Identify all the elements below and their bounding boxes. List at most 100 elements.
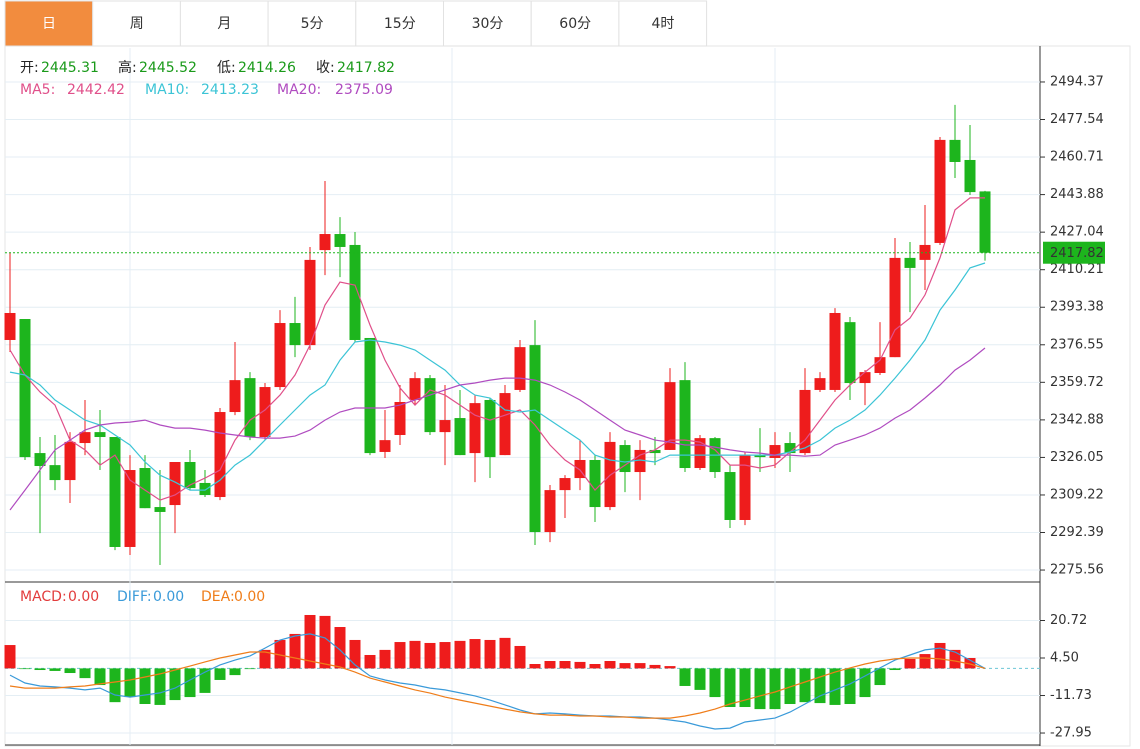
candle-body — [889, 257, 901, 358]
tab-label[interactable]: 周 — [130, 16, 144, 32]
candle-body — [844, 322, 856, 384]
macd-bar — [364, 654, 376, 669]
tab[interactable] — [267, 0, 357, 47]
macd-bar — [709, 668, 721, 698]
current-price-label: 2417.82 — [1050, 246, 1104, 261]
candle-body — [619, 445, 631, 473]
candle-body — [334, 234, 346, 247]
macd-bar — [454, 640, 466, 669]
candle-body — [589, 459, 601, 508]
candle-body — [274, 323, 286, 388]
candle-body — [319, 234, 331, 251]
legend-value: 0.00 — [68, 589, 99, 605]
legend-value: 2442.42 — [67, 82, 125, 98]
candle-body — [289, 323, 301, 346]
macd-bar — [859, 668, 871, 698]
macd-bar — [184, 668, 196, 698]
macd-bar — [169, 668, 181, 701]
readout-name: 收: — [316, 60, 335, 76]
y-tick-label: 2309.22 — [1050, 487, 1104, 502]
macd-bar — [289, 633, 301, 669]
candle-body — [649, 449, 661, 454]
macd-bar — [784, 668, 796, 705]
macd-bar — [259, 649, 271, 669]
macd-bar — [139, 668, 151, 705]
y-tick-label: 2427.04 — [1050, 225, 1104, 240]
candle-body — [754, 455, 766, 458]
candle-body — [724, 472, 736, 520]
macd-bar — [379, 649, 391, 669]
candle-body — [769, 445, 781, 458]
y-tick-label: 2393.38 — [1050, 300, 1104, 315]
macd-bar — [34, 668, 46, 671]
macd-bar — [19, 668, 31, 670]
macd-bar — [904, 658, 916, 669]
readout-name: 低: — [217, 60, 236, 76]
tab[interactable] — [618, 0, 708, 47]
y-tick-label: 4.50 — [1050, 650, 1079, 665]
macd-bar — [874, 668, 886, 686]
macd-bar — [424, 642, 436, 669]
candle-body — [19, 319, 31, 458]
candle-body — [784, 443, 796, 454]
macd-bar — [334, 627, 346, 669]
candle-body — [874, 357, 886, 373]
macd-bar — [319, 615, 331, 669]
candle-body — [409, 378, 421, 400]
macd-bar — [694, 668, 706, 690]
macd-bar — [964, 657, 976, 669]
y-tick-label: 20.72 — [1050, 613, 1087, 628]
macd-bar — [124, 668, 136, 698]
candle-body — [574, 459, 586, 479]
macd-bar — [214, 668, 226, 680]
candle-body — [304, 259, 316, 346]
macd-bar — [634, 663, 646, 669]
candle-body — [154, 507, 166, 512]
macd-line — [9, 633, 986, 730]
candle-body — [559, 478, 571, 491]
candle-body — [229, 380, 241, 413]
candle-body — [64, 441, 76, 481]
tab-label[interactable]: 4时 — [651, 16, 674, 32]
macd-bar — [394, 642, 406, 669]
macd-bar — [4, 645, 16, 669]
candle-body — [664, 382, 676, 450]
macd-bar — [469, 639, 481, 669]
macd-bar — [919, 654, 931, 669]
y-tick-label: 2443.88 — [1050, 187, 1104, 202]
macd-bar — [724, 668, 736, 708]
readout-name: 开: — [20, 60, 39, 76]
candle-body — [964, 159, 976, 193]
candle-body — [124, 470, 136, 547]
tab-label[interactable]: 月 — [217, 16, 231, 32]
tab[interactable] — [4, 0, 94, 47]
y-tick-label: 2359.72 — [1050, 375, 1104, 390]
macd-bar — [64, 668, 76, 674]
macd-bar — [499, 637, 511, 669]
candle-body — [544, 490, 556, 533]
macd-bar — [439, 642, 451, 669]
tab-label[interactable]: 15分 — [384, 16, 416, 32]
tab[interactable] — [355, 0, 444, 47]
macd-bar — [829, 668, 841, 705]
y-tick-label: 2477.54 — [1050, 112, 1104, 127]
macd-bar — [559, 661, 571, 669]
candle-body — [499, 393, 511, 456]
tab[interactable] — [92, 0, 181, 47]
macd-bar — [574, 661, 586, 669]
tab-label[interactable]: 60分 — [559, 16, 591, 32]
tab-label[interactable]: 30分 — [472, 16, 504, 32]
candle-body — [484, 399, 496, 458]
macd-line — [9, 651, 986, 719]
ma-line — [9, 262, 986, 491]
tab-label[interactable]: 日 — [42, 16, 56, 32]
tab[interactable] — [179, 0, 269, 47]
candle-body — [934, 139, 946, 243]
candle-body — [679, 380, 691, 469]
y-tick-label: 2376.55 — [1050, 337, 1104, 352]
y-tick-label: -11.73 — [1050, 688, 1092, 703]
candle-body — [739, 455, 751, 520]
tab-label[interactable]: 5分 — [301, 16, 324, 32]
macd-bar — [49, 668, 61, 671]
